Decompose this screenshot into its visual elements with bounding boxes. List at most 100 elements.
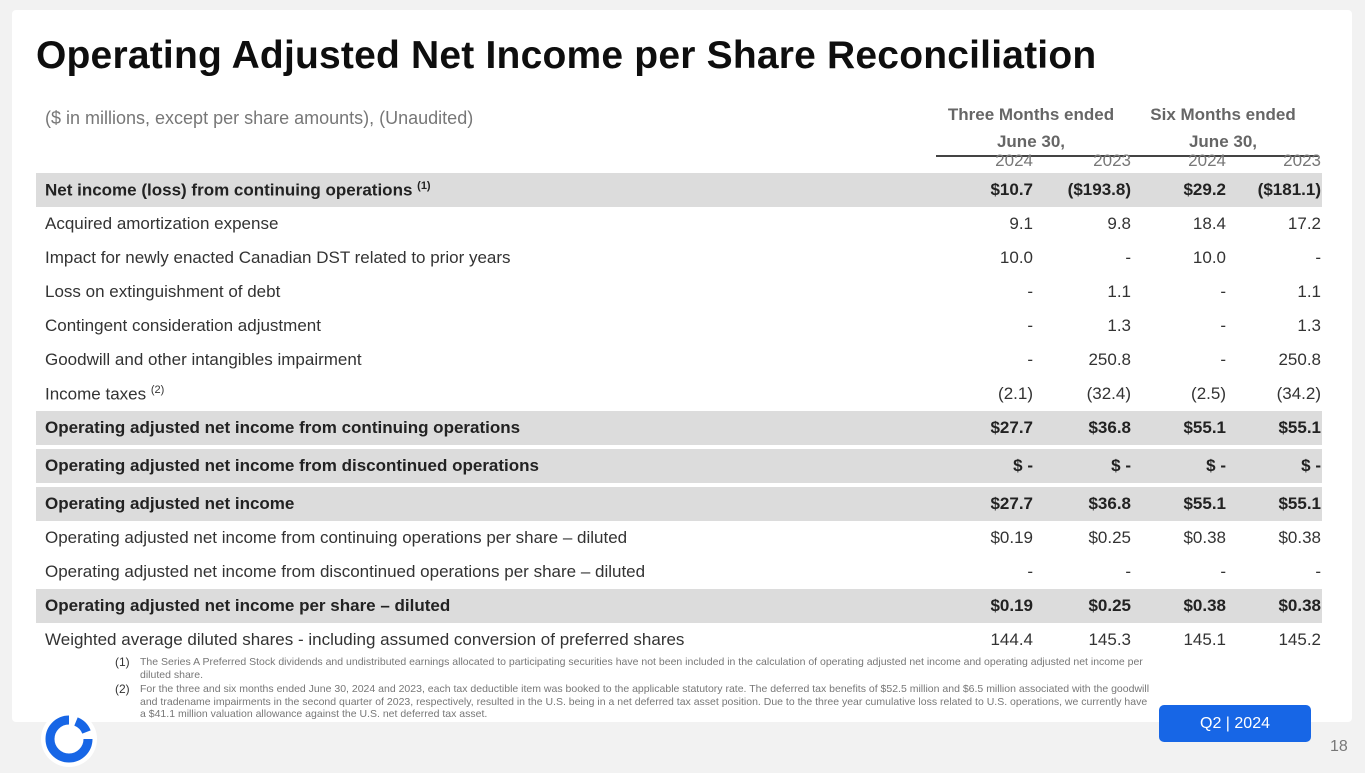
value-cell: $ - <box>1111 456 1131 475</box>
value-cell: $0.38 <box>1278 596 1321 615</box>
year-header: 2023 <box>1093 151 1131 170</box>
value-cell: 145.1 <box>1183 630 1226 649</box>
three-months-header: Three Months ended June 30, <box>936 101 1126 157</box>
value-cell: $55.1 <box>1183 494 1226 513</box>
value-cell: - <box>1220 350 1226 369</box>
year-header: 2023 <box>1283 151 1321 170</box>
row-label: Net income (loss) from continuing operat… <box>45 180 431 201</box>
page-number: 18 <box>1330 738 1348 755</box>
year-header: 2024 <box>995 151 1033 170</box>
value-cell: (2.5) <box>1191 384 1226 403</box>
value-cell: 10.0 <box>999 248 1033 267</box>
value-cell: $ - <box>1206 456 1226 475</box>
footnote-ref: (2) <box>150 383 165 396</box>
row-label: Impact for newly enacted Canadian DST re… <box>45 248 511 268</box>
row-label-text: Income taxes <box>45 384 147 404</box>
table-row: Operating adjusted net income from disco… <box>36 449 1322 483</box>
table-row: Operating adjusted net income per share … <box>36 589 1322 623</box>
row-label: Weighted average diluted shares - includ… <box>45 630 684 650</box>
table-row: Operating adjusted net income from conti… <box>36 411 1322 445</box>
value-cell: ($181.1) <box>1257 180 1321 199</box>
value-cell: 250.8 <box>1088 350 1131 369</box>
row-label-text: Goodwill and other intangibles impairmen… <box>45 350 362 369</box>
row-label: Income taxes (2) <box>45 384 164 405</box>
footnote-text: For the three and six months ended June … <box>140 683 1150 720</box>
table-row: Acquired amortization expense 9.1 9.8 18.4 1… <box>36 207 1322 241</box>
row-label-text: Operating adjusted net income from conti… <box>45 418 521 437</box>
value-cell: 144.4 <box>990 630 1033 649</box>
value-cell: $10.7 <box>990 180 1033 199</box>
value-cell: (34.2) <box>1276 384 1321 403</box>
value-cell: - <box>1027 350 1033 369</box>
value-cell: 145.2 <box>1278 630 1321 649</box>
row-label: Operating adjusted net income from disco… <box>45 456 539 476</box>
row-label-text: Net income (loss) from continuing operat… <box>45 180 413 200</box>
table-row: Contingent consideration adjustment - 1.3 -… <box>36 309 1322 343</box>
table-row: Income taxes (2) (2.1) (32.4) (2.5) (34.2) <box>36 377 1322 411</box>
table-subtitle: ($ in millions, except per share amounts… <box>45 108 474 128</box>
footnote: (1) The Series A Preferred Stock dividen… <box>115 656 1155 681</box>
row-label: Goodwill and other intangibles impairmen… <box>45 350 362 370</box>
value-cell: 9.8 <box>1107 214 1131 233</box>
footnote-number: (2) <box>115 682 130 696</box>
value-cell: $0.38 <box>1278 528 1321 547</box>
table-row: Loss on extinguishment of debt - 1.1 - 1.1 <box>36 275 1322 309</box>
table-row: Operating adjusted net income from disco… <box>36 555 1322 589</box>
three-months-line1: Three Months ended <box>947 105 1115 124</box>
six-months-line2: June 30, <box>1188 132 1258 151</box>
row-label-text: Acquired amortization expense <box>45 214 279 233</box>
value-cell: $55.1 <box>1183 418 1226 437</box>
value-cell: $ - <box>1013 456 1033 475</box>
quarter-badge: Q2 | 2024 <box>1159 705 1311 742</box>
row-label-text: Contingent consideration adjustment <box>45 316 321 335</box>
value-cell: - <box>1315 248 1321 267</box>
six-months-line1: Six Months ended <box>1150 105 1296 124</box>
value-cell: $55.1 <box>1278 494 1321 513</box>
table-row: Impact for newly enacted Canadian DST re… <box>36 241 1322 275</box>
row-label-text: Loss on extinguishment of debt <box>45 282 281 301</box>
table-row: Operating adjusted net income from conti… <box>36 521 1322 555</box>
value-cell: 145.3 <box>1088 630 1131 649</box>
value-cell: 1.1 <box>1107 282 1131 301</box>
row-label-text: Operating adjusted net income <box>45 494 295 513</box>
value-cell: (32.4) <box>1086 384 1131 403</box>
page-title: Operating Adjusted Net Income per Share … <box>36 34 1097 77</box>
row-label-text: Weighted average diluted shares - includ… <box>45 630 685 649</box>
row-label-text: Operating adjusted net income from conti… <box>45 528 628 547</box>
six-months-header: Six Months ended June 30, <box>1128 101 1318 157</box>
row-label: Operating adjusted net income <box>45 494 294 514</box>
table-row: Weighted average diluted shares - includ… <box>36 623 1322 657</box>
value-cell: - <box>1220 282 1226 301</box>
value-cell: - <box>1220 316 1226 335</box>
footnote-text: The Series A Preferred Stock dividends a… <box>140 656 1143 681</box>
value-cell: $0.38 <box>1183 528 1226 547</box>
value-cell: - <box>1220 562 1226 581</box>
value-cell: 18.4 <box>1192 214 1226 233</box>
value-cell: - <box>1027 316 1033 335</box>
value-cell: $0.25 <box>1088 596 1131 615</box>
value-cell: - <box>1125 248 1131 267</box>
row-label: Operating adjusted net income from conti… <box>45 528 627 548</box>
ring-logo-icon <box>40 710 98 768</box>
value-cell: $0.25 <box>1088 528 1131 547</box>
table-row: Goodwill and other intangibles impairmen… <box>36 343 1322 377</box>
value-cell: - <box>1027 562 1033 581</box>
value-cell: 10.0 <box>1192 248 1226 267</box>
row-label: Operating adjusted net income per share … <box>45 596 450 616</box>
footnote: (2) For the three and six months ended J… <box>115 683 1155 721</box>
value-cell: 9.1 <box>1009 214 1033 233</box>
value-cell: 1.1 <box>1297 282 1321 301</box>
value-cell: 1.3 <box>1107 316 1131 335</box>
row-label-text: Impact for newly enacted Canadian DST re… <box>45 248 511 267</box>
table-row: Operating adjusted net income $27.7 $36.8 $… <box>36 487 1322 521</box>
value-cell: $29.2 <box>1183 180 1226 199</box>
row-label-text: Operating adjusted net income per share … <box>45 596 451 615</box>
value-cell: $55.1 <box>1278 418 1321 437</box>
row-label: Operating adjusted net income from conti… <box>45 418 520 438</box>
footnotes: (1) The Series A Preferred Stock dividen… <box>115 656 1155 723</box>
value-cell: - <box>1315 562 1321 581</box>
value-cell: $27.7 <box>990 418 1033 437</box>
value-cell: 17.2 <box>1287 214 1321 233</box>
value-cell: - <box>1027 282 1033 301</box>
value-cell: 1.3 <box>1297 316 1321 335</box>
